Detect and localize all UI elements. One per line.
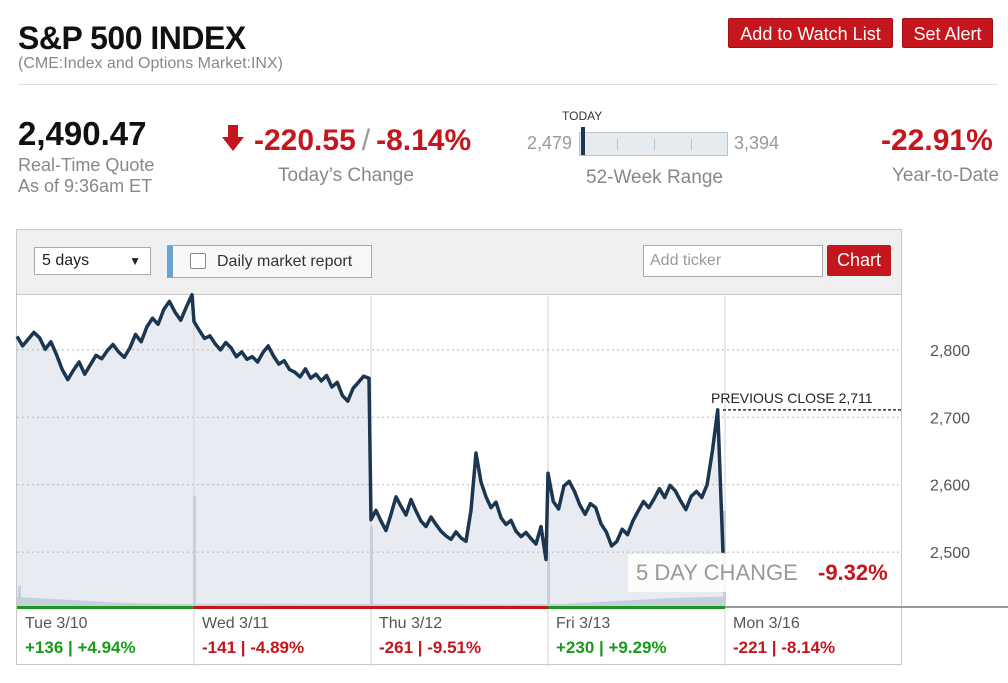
y-tick-label: 2,800 (930, 343, 970, 360)
day-direction-bar (17, 606, 194, 609)
day-change-label: +230 | +9.29% (556, 638, 667, 657)
add-to-watch-list-button[interactable]: Add to Watch List (728, 18, 893, 48)
report-checkbox[interactable] (190, 253, 206, 269)
range-bar (579, 127, 728, 156)
caret-down-icon: ▼ (129, 254, 141, 268)
volume-spike (370, 526, 373, 606)
volume-spike (18, 586, 21, 606)
day-direction-bar (548, 606, 725, 609)
range-tick (617, 139, 618, 150)
header-divider (18, 84, 998, 85)
period-select[interactable]: 5 days ▼ (34, 247, 151, 275)
quote-time-label: As of 9:36am ET (18, 176, 153, 196)
y-tick-label: 2,600 (930, 478, 970, 495)
range-high: 3,394 (734, 133, 780, 153)
day-date-label: Tue 3/10 (25, 615, 88, 632)
period-select-value: 5 days (42, 252, 90, 269)
range-low: 2,479 (527, 133, 573, 153)
real-time-quote-label: Real-Time Quote (18, 155, 155, 175)
five-day-change-value: -9.32% (818, 560, 888, 585)
chart-toolbar: 5 days ▼ Daily market report Chart (17, 230, 901, 295)
range-today-label: TODAY (562, 109, 603, 123)
down-arrow-icon (222, 125, 244, 151)
day-direction-bar (194, 606, 371, 609)
chart-button[interactable]: Chart (827, 245, 891, 276)
set-alert-button[interactable]: Set Alert (902, 18, 993, 48)
todays-change: -220.55/-8.14% (254, 124, 471, 158)
range-tick (654, 139, 655, 150)
day-change-label: -141 | -4.89% (202, 638, 304, 657)
volume-spike (547, 551, 550, 606)
page-title: S&P 500 INDEX (18, 20, 246, 56)
day-change-label: -261 | -9.51% (379, 638, 481, 657)
price-line (15, 292, 725, 562)
range-marker (581, 127, 585, 155)
five-day-change-label: 5 DAY CHANGE (636, 560, 798, 585)
day-date-label: Wed 3/11 (202, 615, 269, 632)
y-tick-label: 2,700 (930, 410, 970, 427)
y-tick-label: 2,500 (930, 545, 970, 562)
change-percent: -8.14% (376, 124, 472, 157)
todays-change-label: Today’s Change (278, 165, 414, 186)
range-tick (691, 139, 692, 150)
range-label: 52-Week Range (586, 167, 723, 188)
volume-spike (193, 496, 196, 606)
report-label: Daily market report (217, 253, 353, 270)
day-date-label: Thu 3/12 (379, 615, 442, 632)
day-direction-bar (371, 606, 548, 609)
chart-panel: 5 days ▼ Daily market report Chart (16, 229, 902, 665)
ytd-value: -22.91% (881, 124, 993, 157)
daily-market-report-toggle[interactable]: Daily market report (167, 245, 372, 278)
day-change-label: +136 | +4.94% (25, 638, 136, 657)
price-value: 2,490.47 (18, 115, 147, 152)
day-change-label: -221 | -8.14% (733, 638, 835, 657)
volume-area (17, 596, 725, 606)
five-day-change-backdrop (628, 554, 896, 592)
exchange-subtitle: (CME:Index and Options Market:INX) (18, 55, 283, 72)
ytd-label: Year-to-Date (892, 165, 1000, 186)
add-ticker-input[interactable] (643, 245, 823, 277)
day-date-label: Fri 3/13 (556, 615, 610, 632)
day-date-label: Mon 3/16 (733, 615, 800, 632)
quote-label: Real-Time Quote As of 9:36am ET (18, 155, 154, 197)
change-separator: / (361, 124, 371, 157)
previous-close-label: PREVIOUS CLOSE 2,711 (711, 390, 873, 406)
change-points: -220.55 (254, 124, 356, 157)
